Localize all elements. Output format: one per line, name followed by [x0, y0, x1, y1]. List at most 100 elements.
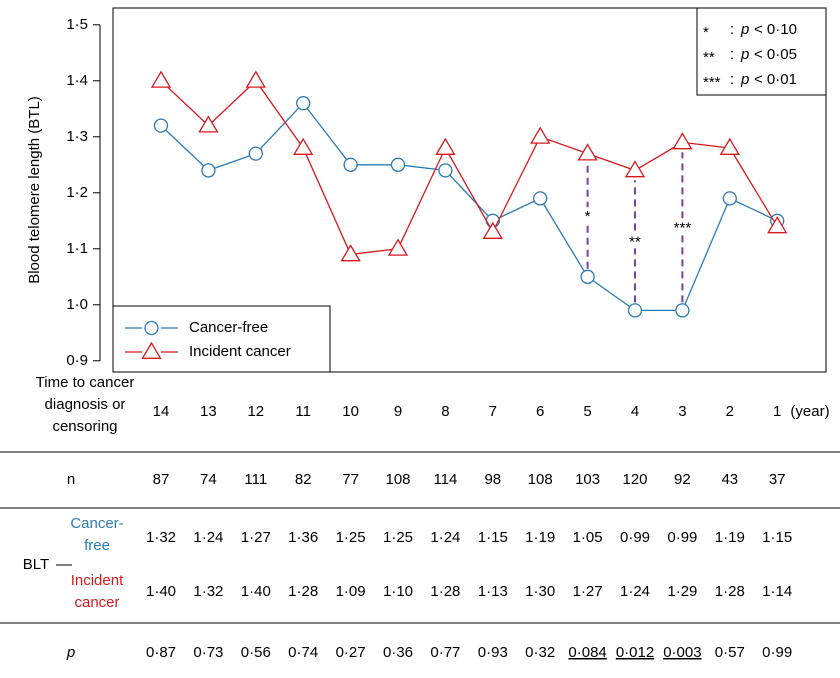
p-value: 0·012 — [616, 644, 654, 661]
y-axis-title: Blood telomere length (BTL) — [26, 96, 43, 284]
point — [198, 115, 219, 133]
blt-value: 1·25 — [336, 529, 366, 546]
n-value: 74 — [200, 471, 217, 488]
x-tick-label: 8 — [441, 403, 449, 420]
blt-value: 1·19 — [715, 529, 745, 546]
n-value: 114 — [433, 471, 457, 488]
blt-value: 1·24 — [193, 529, 223, 546]
series-line — [160, 102, 778, 312]
key-variable: p — [740, 71, 749, 88]
x-unit: (year) — [790, 403, 829, 420]
n-label: n — [67, 471, 75, 488]
y-tick-label: 1·0 — [66, 296, 88, 313]
point — [201, 163, 216, 178]
blt-value: 1·36 — [288, 529, 318, 546]
blt-value: 1·28 — [430, 583, 460, 600]
blt-value: 1·05 — [573, 529, 603, 546]
p-value: 0·56 — [241, 644, 271, 661]
p-value: 0·99 — [762, 644, 792, 661]
blt-value: 1·14 — [762, 583, 792, 600]
key-separator: : — [730, 46, 734, 63]
p-value: 0·36 — [383, 644, 413, 661]
significance-label: ** — [629, 233, 641, 250]
p-value: 0·87 — [146, 644, 176, 661]
blt-value: 1·40 — [146, 583, 176, 600]
point — [340, 244, 361, 262]
blt-value: 1·40 — [241, 583, 271, 600]
y-tick-label: 1·4 — [66, 72, 88, 89]
blt-value: 1·32 — [193, 583, 223, 600]
x-tick-label: 13 — [200, 403, 217, 420]
point — [672, 132, 693, 150]
key-variable: p — [740, 46, 749, 63]
blt-label: BLT — [23, 556, 49, 573]
legend-marker — [144, 320, 159, 336]
point — [482, 221, 503, 239]
x-tick-label: 11 — [295, 403, 311, 420]
x-tick-label: 5 — [583, 403, 591, 420]
blt-value: 1·19 — [525, 529, 555, 546]
blt-value: 1·32 — [146, 529, 176, 546]
p-value: 0·27 — [336, 644, 366, 661]
significance-bg — [619, 232, 651, 249]
blt-value: 1·15 — [762, 529, 792, 546]
n-value: 98 — [484, 471, 501, 488]
key-separator: : — [730, 71, 734, 88]
significance-bg — [666, 218, 699, 235]
point — [296, 96, 311, 111]
p-label: p — [66, 644, 75, 661]
point — [624, 160, 646, 178]
legend-label: Incident cancer — [189, 343, 291, 360]
point — [390, 157, 406, 172]
blt-value: 0·99 — [620, 529, 650, 546]
legend-marker — [141, 341, 162, 359]
blt-value: 0·99 — [667, 529, 697, 546]
blt-value: 1·24 — [430, 529, 460, 546]
point — [767, 216, 788, 234]
point — [627, 303, 643, 318]
blt-value: 1·13 — [478, 583, 508, 600]
point — [675, 303, 690, 318]
blt-value: 1·30 — [525, 583, 555, 600]
p-value: 0·93 — [478, 644, 508, 661]
x-axis-title: Time to cancer diagnosis or censoring — [35, 374, 135, 435]
blt-value: 1·10 — [383, 583, 413, 600]
blt-value: 1·09 — [336, 583, 366, 600]
n-value: 92 — [674, 471, 691, 488]
x-tick-label: 12 — [247, 403, 264, 420]
point — [150, 70, 172, 88]
key-symbol: * — [703, 24, 709, 41]
row-label: Incident cancer — [70, 572, 124, 611]
significance-label: * — [585, 208, 591, 225]
point — [722, 191, 737, 206]
point — [530, 126, 551, 144]
significance-bg — [571, 207, 604, 224]
point — [719, 137, 740, 155]
n-value: 77 — [342, 471, 359, 488]
blt-value: 1·27 — [573, 583, 603, 600]
blt-value: 1·28 — [715, 583, 745, 600]
point — [293, 137, 314, 155]
point — [533, 191, 548, 206]
p-value: 0·084 — [568, 644, 606, 661]
x-tick-label: 10 — [342, 403, 359, 420]
key-variable: p — [740, 21, 749, 38]
point — [435, 137, 456, 155]
point — [580, 269, 595, 284]
x-tick-label: 9 — [394, 403, 402, 420]
y-tick-label: 1·2 — [66, 184, 88, 201]
n-value: 111 — [244, 471, 267, 488]
x-tick-label: 14 — [153, 403, 170, 420]
blt-value: 1·29 — [667, 583, 697, 600]
blt-value: 1·28 — [288, 583, 318, 600]
x-tick-label: 7 — [489, 403, 497, 420]
key-symbol: ** — [703, 49, 715, 66]
n-value: 108 — [528, 471, 553, 488]
x-tick-label: 6 — [536, 403, 544, 420]
point — [387, 238, 409, 256]
significance-label: *** — [674, 219, 692, 236]
plot-frame — [112, 7, 827, 373]
x-tick-label: 1 — [773, 403, 781, 420]
